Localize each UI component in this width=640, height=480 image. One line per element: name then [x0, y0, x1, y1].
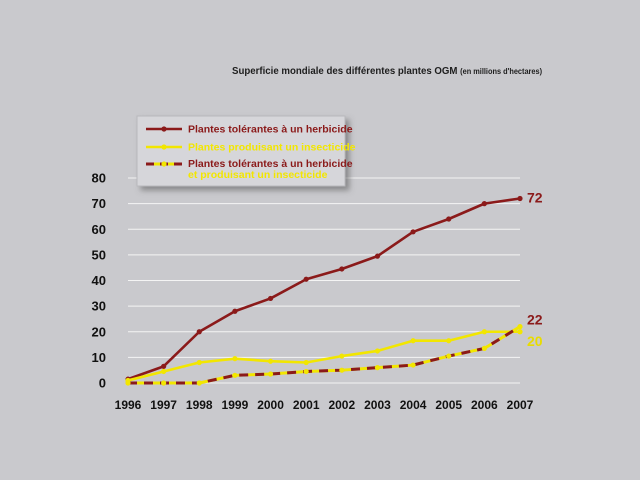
series-line-2-dash: [128, 325, 521, 385]
data-point: [232, 308, 238, 314]
data-point: [339, 266, 345, 272]
data-point: [410, 338, 416, 344]
data-point: [481, 345, 487, 352]
legend-marker: [161, 126, 167, 132]
data-point: [303, 368, 309, 375]
data-point: [196, 329, 202, 335]
data-point: [517, 195, 523, 202]
data-point: [410, 362, 416, 368]
x-tick-label: 2003: [364, 398, 391, 412]
data-point: [446, 216, 452, 222]
series-line-1: [127, 330, 520, 382]
x-tick-label: 1997: [150, 398, 177, 412]
y-tick-label: 40: [92, 273, 106, 288]
data-point: [267, 358, 274, 364]
x-tick-label: 2007: [507, 398, 534, 412]
data-point: [481, 329, 487, 335]
x-tick-label: 2004: [400, 398, 427, 412]
data-point: [267, 295, 274, 302]
y-tick-label: 20: [92, 324, 106, 339]
x-tick-label: 2000: [257, 398, 284, 412]
x-tick-label: 1998: [186, 398, 213, 412]
legend-marker: [161, 144, 167, 150]
data-point: [374, 253, 381, 259]
legend-label: Plantes tolérantes à un herbicide: [188, 124, 353, 136]
legend-marker: [161, 161, 167, 167]
data-point: [410, 229, 416, 235]
data-point: [196, 359, 202, 366]
y-tick-label: 0: [99, 376, 106, 391]
y-tick-label: 80: [92, 171, 106, 186]
data-point: [161, 380, 167, 386]
y-tick-label: 10: [92, 350, 106, 365]
legend-label: et produisant un insecticide: [188, 169, 328, 181]
legend-label: Plantes produisant un insecticide: [188, 142, 356, 154]
y-tick-label: 70: [92, 196, 106, 211]
data-point: [517, 324, 523, 330]
data-point: [232, 356, 238, 362]
data-point: [517, 329, 523, 335]
x-tick-label: 1999: [222, 398, 249, 412]
x-tick-label: 2005: [435, 398, 462, 412]
end-value-label: 20: [527, 333, 543, 349]
chart-title: Superficie mondiale des différentes plan…: [232, 65, 542, 77]
end-value-label: 72: [527, 190, 543, 206]
data-point: [374, 348, 381, 354]
data-point: [303, 276, 309, 282]
data-point: [339, 353, 345, 359]
legend-box: [136, 115, 346, 187]
x-tick-label: 2001: [293, 398, 320, 412]
series-line-2-base: [128, 325, 521, 385]
y-tick-label: 30: [92, 299, 106, 314]
data-point: [446, 353, 452, 359]
chart-subtitle: (en millions d'hectares): [460, 67, 543, 76]
y-tick-label: 50: [92, 247, 106, 262]
data-point: [267, 371, 274, 377]
data-point: [161, 368, 167, 375]
data-point: [232, 372, 238, 378]
series-line-0: [127, 197, 521, 381]
data-point: [196, 380, 202, 386]
end-value-label: 22: [527, 312, 543, 328]
chart-title-text: Superficie mondiale des différentes plan…: [232, 65, 458, 77]
x-tick-label: 2006: [471, 398, 498, 412]
data-point: [303, 359, 309, 366]
data-point: [339, 367, 345, 373]
x-tick-label: 1996: [115, 398, 142, 412]
data-point: [481, 201, 487, 207]
x-tick-label: 2002: [328, 398, 355, 412]
y-tick-label: 60: [92, 222, 106, 237]
legend-label: Plantes tolérantes à un herbicide: [188, 158, 353, 170]
data-point: [446, 338, 452, 344]
data-point: [125, 380, 131, 386]
data-point: [161, 363, 167, 369]
data-point: [374, 365, 381, 371]
